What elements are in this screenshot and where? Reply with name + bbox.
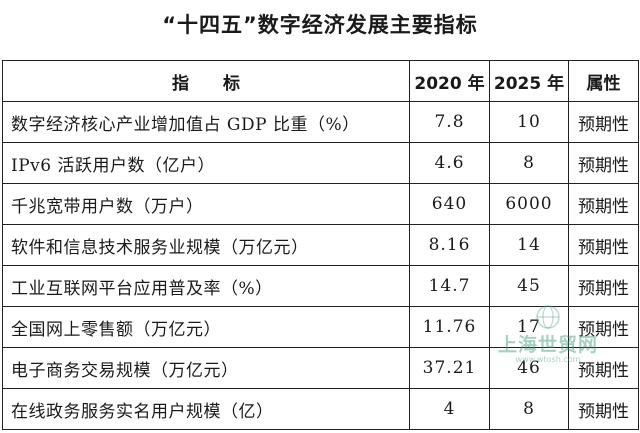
value-2020-cell: 640	[409, 183, 490, 225]
attribute-cell: 预期性	[568, 142, 639, 184]
table-header-row: 指 标 2020 年 2025 年 属性	[2, 60, 639, 102]
value-2025-cell: 8	[489, 142, 569, 184]
value-2025-cell: 10	[489, 101, 569, 143]
value-2020-cell: 37.21	[409, 347, 490, 389]
value-2025-cell: 14	[489, 224, 569, 266]
attribute-cell: 预期性	[568, 347, 639, 389]
indicator-cell: 千兆宽带用户数（万户）	[2, 183, 410, 225]
value-2020-cell: 4	[409, 388, 490, 430]
value-2025-cell: 45	[489, 265, 569, 307]
attribute-cell: 预期性	[568, 265, 639, 307]
attribute-cell: 预期性	[568, 101, 639, 143]
value-2020-cell: 8.16	[409, 224, 490, 266]
table-row: 电子商务交易规模（万亿元） 37.21 46 预期性	[2, 347, 639, 389]
indicator-cell: IPv6 活跃用户数（亿户）	[2, 142, 410, 184]
attribute-cell: 预期性	[568, 306, 639, 348]
header-indicator: 指 标	[2, 60, 410, 102]
table-row: 工业互联网平台应用普及率（%） 14.7 45 预期性	[2, 265, 639, 307]
table-row: 千兆宽带用户数（万户） 640 6000 预期性	[2, 183, 639, 225]
indicator-cell: 软件和信息技术服务业规模（万亿元）	[2, 224, 410, 266]
indicator-cell: 工业互联网平台应用普及率（%）	[2, 265, 410, 307]
value-2020-cell: 7.8	[409, 101, 490, 143]
attribute-cell: 预期性	[568, 224, 639, 266]
table-row: 全国网上零售额（万亿元） 11.76 17 预期性	[2, 306, 639, 348]
table-row: 数字经济核心产业增加值占 GDP 比重（%） 7.8 10 预期性	[2, 101, 639, 143]
value-2020-cell: 14.7	[409, 265, 490, 307]
header-2020: 2020 年	[409, 60, 490, 102]
header-attribute: 属性	[568, 60, 639, 102]
value-2020-cell: 4.6	[409, 142, 490, 184]
indicator-cell: 数字经济核心产业增加值占 GDP 比重（%）	[2, 101, 410, 143]
table-row: IPv6 活跃用户数（亿户） 4.6 8 预期性	[2, 142, 639, 184]
value-2025-cell: 6000	[489, 183, 569, 225]
indicators-table: 指 标 2020 年 2025 年 属性 数字经济核心产业增加值占 GDP 比重…	[2, 60, 639, 430]
document-title: “十四五”数字经济发展主要指标	[162, 13, 478, 37]
header-2025: 2025 年	[489, 60, 569, 102]
value-2020-cell: 11.76	[409, 306, 490, 348]
table-row: 在线政务服务实名用户规模（亿） 4 8 预期性	[2, 388, 639, 430]
indicator-cell: 全国网上零售额（万亿元）	[2, 306, 410, 348]
table-row: 软件和信息技术服务业规模（万亿元） 8.16 14 预期性	[2, 224, 639, 266]
value-2025-cell: 46	[489, 347, 569, 389]
attribute-cell: 预期性	[568, 388, 639, 430]
attribute-cell: 预期性	[568, 183, 639, 225]
value-2025-cell: 17	[489, 306, 569, 348]
value-2025-cell: 8	[489, 388, 569, 430]
indicator-cell: 电子商务交易规模（万亿元）	[2, 347, 410, 389]
indicator-cell: 在线政务服务实名用户规模（亿）	[2, 388, 410, 430]
